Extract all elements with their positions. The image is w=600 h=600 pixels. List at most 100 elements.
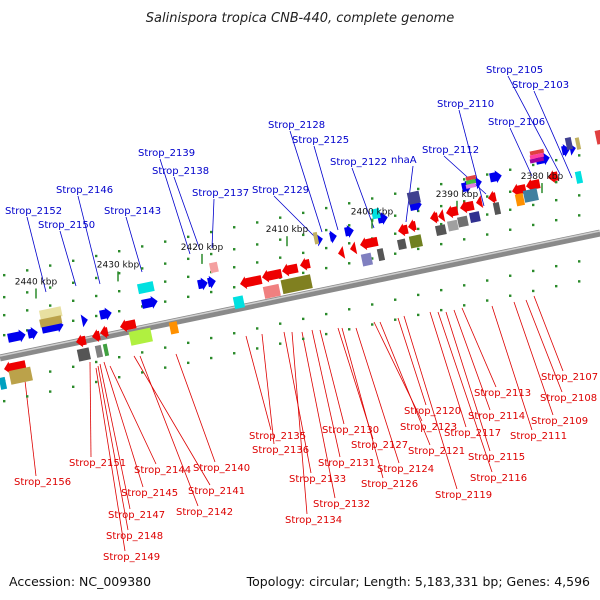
forward-gene-label: Strop_2110: [437, 99, 494, 110]
track-dot: [3, 333, 6, 337]
track-dot: [233, 286, 236, 289]
reverse-gene-label: Strop_2156: [14, 477, 71, 488]
track-dot: [72, 259, 75, 262]
feature-box: [522, 188, 539, 203]
track-dot: [371, 257, 374, 260]
track-dot: [440, 242, 443, 246]
connector-lines: [23, 75, 573, 552]
kbp-tick-label: 2410 kbp: [266, 225, 309, 235]
track-dot: [233, 226, 236, 229]
forward-gene-label: Strop_2150: [38, 220, 95, 231]
track-dot: [279, 322, 282, 325]
track-dot: [72, 281, 75, 284]
track-dot: [118, 272, 121, 275]
forward-gene-label: Strop_2137: [192, 188, 249, 199]
track-dot: [302, 211, 305, 215]
track-dot: [141, 245, 144, 248]
connector-line: [175, 353, 216, 463]
reverse-gene-arrow: [408, 219, 417, 233]
track-dot: [72, 299, 75, 302]
reverse-gene-arrow: [262, 268, 283, 283]
track-dot: [95, 360, 98, 364]
track-dot: [95, 254, 98, 258]
track-dot: [509, 190, 512, 193]
track-dot: [141, 371, 144, 374]
reverse-gene-label: Strop_2140: [193, 463, 250, 474]
forward-gene-arrow: [80, 314, 88, 328]
track-dot: [95, 380, 98, 384]
connector-line: [458, 109, 485, 207]
reverse-gene-arrow: [240, 275, 263, 290]
track-dot: [509, 294, 512, 297]
feature-box: [564, 136, 574, 150]
reverse-gene-label: Strop_2120: [404, 406, 461, 417]
reverse-gene-label: Strop_2121: [408, 446, 465, 457]
feature-box: [465, 182, 477, 189]
track-dot: [348, 308, 351, 311]
feature-box: [208, 261, 219, 274]
forward-gene-label: Strop_2143: [104, 206, 161, 217]
kbp-tick-label: 2440 kbp: [15, 278, 58, 288]
track-dot: [486, 279, 489, 282]
reverse-gene-arrow: [4, 360, 27, 375]
track-dot: [302, 337, 305, 341]
track-dot: [440, 182, 443, 186]
feature-box: [529, 148, 545, 156]
forward-gene-arrow: [474, 176, 482, 190]
track-dot: [532, 223, 535, 227]
track-dot: [578, 260, 581, 263]
gene-labels: 2440 kbp 2430 kbp 2420 kbp 2410 kbp 2400 kbp…: [5, 65, 598, 563]
track-dot: [325, 332, 328, 336]
reverse-gene-arrow: [100, 325, 109, 339]
connector-line: [97, 365, 129, 531]
reverse-gene-label: Strop_2148: [106, 531, 163, 542]
feature-box: [8, 366, 33, 385]
reverse-gene-label: Strop_2117: [444, 428, 501, 439]
feature-box: [136, 281, 155, 295]
reverse-gene-arrow: [300, 257, 311, 271]
feature-box: [456, 215, 469, 228]
feature-box: [396, 238, 407, 250]
feature-box: [312, 231, 320, 245]
feature-box: [376, 248, 386, 262]
track-dot: [210, 252, 213, 256]
track-dot: [26, 309, 29, 312]
track-dot: [279, 238, 282, 241]
feature-box: [76, 347, 91, 362]
connector-line: [291, 331, 308, 515]
kbp-tick-label: 2430 kbp: [97, 260, 140, 270]
kbp-tick-label: 2380 kbp: [521, 172, 564, 182]
track-dot: [210, 290, 213, 294]
track-dot: [555, 218, 558, 222]
track-dot: [279, 256, 282, 259]
reverse-gene-label: Strop_2144: [134, 465, 191, 476]
track-dot: [141, 305, 144, 308]
connector-line: [211, 198, 215, 249]
forward-gene-label: Strop_2106: [488, 117, 545, 128]
reverse-gene-arrow: [120, 319, 137, 333]
track-dot: [26, 329, 29, 332]
track-dot: [555, 264, 558, 268]
track-dot: [394, 214, 397, 217]
feature-box: [434, 224, 447, 237]
feature-box: [408, 234, 423, 249]
track-dot: [279, 216, 282, 219]
track-dot: [371, 303, 374, 306]
track-dot: [348, 224, 351, 227]
track-dot: [49, 286, 52, 289]
reverse-gene-arrow: [438, 209, 446, 222]
reverse-gene-arrow: [488, 190, 497, 204]
feature-box: [262, 283, 281, 299]
connector-line: [109, 365, 157, 465]
reverse-gene-label: Strop_2132: [313, 499, 370, 510]
track-dot: [348, 328, 351, 331]
genome-summary-text: Topology: circular; Length: 5,183,331 bp…: [246, 574, 590, 589]
forward-gene-arrow: [99, 307, 112, 321]
reverse-gene-label: Strop_2111: [510, 431, 567, 442]
reverse-gene-arrow: [460, 200, 475, 214]
track-dot: [233, 332, 236, 335]
reverse-gene-arrow: [350, 241, 358, 255]
track-dot: [486, 173, 489, 176]
forward-gene-arrow: [197, 277, 208, 291]
